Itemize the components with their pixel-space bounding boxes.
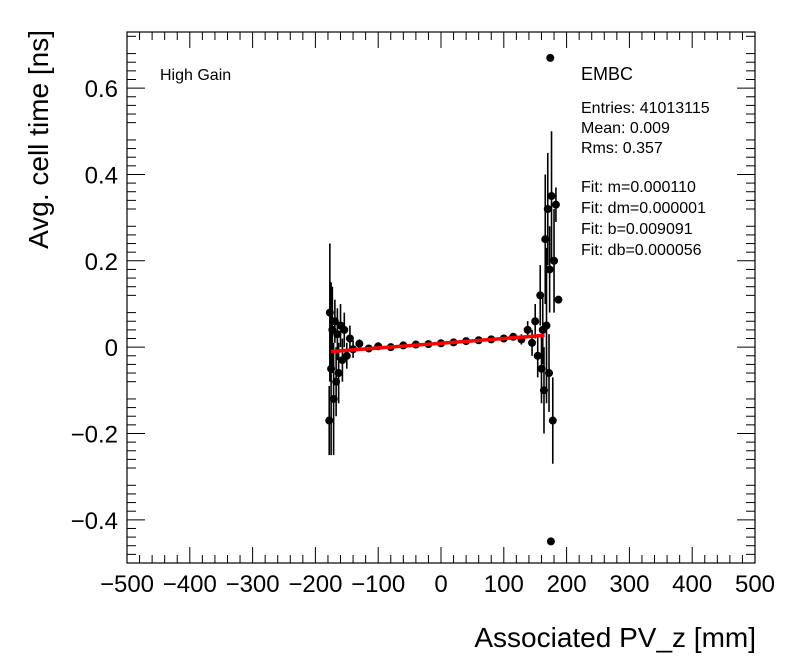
data-point xyxy=(325,416,334,425)
y-tick-label: −0.2 xyxy=(71,421,118,448)
x-tick-label: 200 xyxy=(547,571,587,598)
x-tick-label: 500 xyxy=(735,571,775,598)
fit-db-label: Fit: db=0.000056 xyxy=(581,242,702,259)
data-point xyxy=(548,416,557,425)
data-points xyxy=(325,53,563,546)
x-tick-label: −500 xyxy=(100,571,154,598)
data-point xyxy=(554,295,563,304)
data-point xyxy=(334,369,343,378)
y-axis-title: Avg. cell time [ns] xyxy=(23,30,54,249)
x-tick-label: −100 xyxy=(351,571,405,598)
x-axis-title: Associated PV_z [mm] xyxy=(474,622,756,653)
fit-b-label: Fit: b=0.009091 xyxy=(581,221,693,238)
data-point xyxy=(355,339,364,348)
stats-entries: Entries: 41013115 xyxy=(581,100,710,117)
y-tick-label: 0 xyxy=(105,335,118,362)
x-tick-label: −400 xyxy=(163,571,217,598)
y-tick-label: 0.4 xyxy=(85,162,118,189)
gain-label: High Gain xyxy=(160,67,231,84)
data-point xyxy=(547,192,556,201)
x-tick-label: 0 xyxy=(434,571,447,598)
data-point xyxy=(546,537,555,546)
data-point xyxy=(342,351,351,360)
data-point xyxy=(542,321,551,330)
x-tick-label: 400 xyxy=(672,571,712,598)
data-point xyxy=(340,325,349,334)
x-tick-label: 100 xyxy=(484,571,524,598)
data-point xyxy=(533,351,542,360)
data-point xyxy=(543,205,552,213)
x-tick-label: −300 xyxy=(226,571,280,598)
stats-mean: Mean: 0.009 xyxy=(581,120,670,137)
data-point xyxy=(551,200,560,209)
data-point xyxy=(545,265,554,274)
data-point xyxy=(550,256,559,265)
data-point xyxy=(523,325,532,334)
y-tick-label: 0.6 xyxy=(85,76,118,103)
tick-labels: −500 −400 −300 −200 −100 0 100 200 300 400 500 −0.4… xyxy=(71,76,775,598)
y-tick-label: 0.2 xyxy=(85,249,118,276)
region-label: EMBC xyxy=(581,64,633,84)
data-point xyxy=(345,334,354,343)
y-tick-label: −0.4 xyxy=(71,508,118,535)
fit-dm-label: Fit: dm=0.000001 xyxy=(581,200,706,217)
x-tick-label: 300 xyxy=(609,571,649,598)
data-point xyxy=(528,338,537,347)
stats-rms: Rms: 0.357 xyxy=(581,140,663,157)
fit-m-label: Fit: m=0.000110 xyxy=(581,179,696,196)
data-point xyxy=(546,53,555,62)
fit-line xyxy=(330,333,545,354)
axis-ticks xyxy=(126,32,756,563)
x-tick-label: −200 xyxy=(288,571,342,598)
data-point xyxy=(333,330,342,339)
data-point xyxy=(545,369,554,378)
data-point xyxy=(531,317,540,326)
